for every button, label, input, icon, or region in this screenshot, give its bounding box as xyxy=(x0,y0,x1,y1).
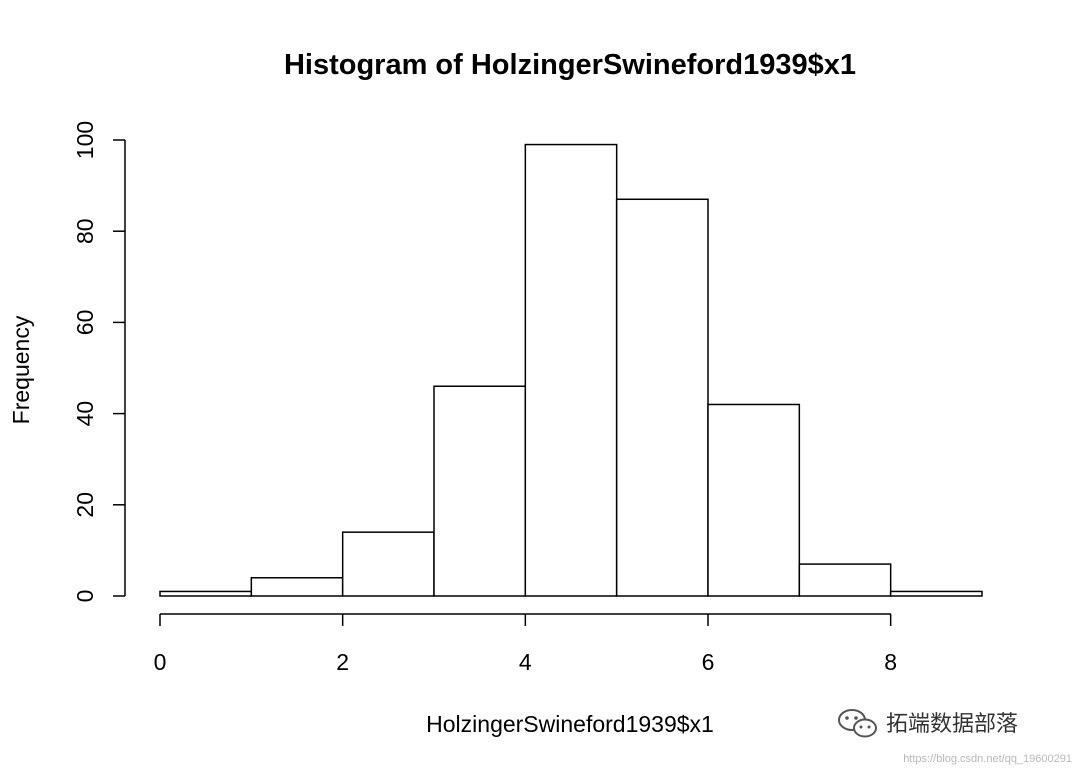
histogram-bars xyxy=(159,143,983,597)
y-axis: 0 20 40 60 80 100 xyxy=(72,121,126,603)
histogram-bar-2 xyxy=(341,531,435,597)
histogram-bar-6 xyxy=(707,403,801,597)
watermark-brand: 拓端数据部落 xyxy=(886,712,1018,737)
x-tick-label-1: 2 xyxy=(336,649,349,675)
x-axis: 0 2 4 6 8 xyxy=(154,613,897,675)
histogram-bar-3 xyxy=(433,385,527,597)
y-tick-label-1: 20 xyxy=(72,492,98,518)
y-tick-label-4: 80 xyxy=(72,218,98,244)
x-tick-label-3: 6 xyxy=(702,649,715,675)
watermark: 拓端数据部落 https://blog.csdn.net/qq_19600291 xyxy=(838,709,1072,765)
y-tick-label-2: 40 xyxy=(72,401,98,427)
histogram-bar-4 xyxy=(524,143,618,597)
wechat-icon xyxy=(838,709,877,738)
x-axis-label: HolzingerSwineford1939$x1 xyxy=(426,711,714,737)
histogram-bar-1 xyxy=(250,577,344,597)
chart-title: Histogram of HolzingerSwineford1939$x1 xyxy=(284,49,856,81)
histogram-bar-5 xyxy=(615,198,709,597)
y-axis-label: Frequency xyxy=(8,315,34,424)
histogram-bar-8 xyxy=(889,590,983,597)
x-tick-label-4: 8 xyxy=(884,649,897,675)
histogram-bar-7 xyxy=(798,563,892,597)
x-tick-label-2: 4 xyxy=(519,649,532,675)
y-tick-label-3: 60 xyxy=(72,310,98,336)
y-tick-label-0: 0 xyxy=(72,590,98,603)
x-tick-label-0: 0 xyxy=(154,649,167,675)
histogram-bar-0 xyxy=(159,590,253,597)
y-tick-label-5: 100 xyxy=(72,121,98,159)
watermark-url: https://blog.csdn.net/qq_19600291 xyxy=(903,753,1072,765)
